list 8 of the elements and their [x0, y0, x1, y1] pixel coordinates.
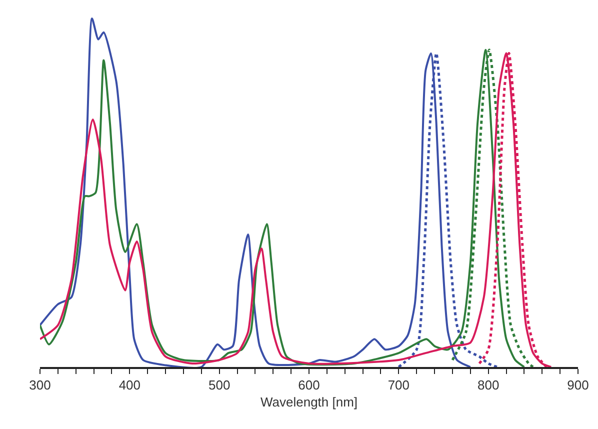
x-tick-label: 400 — [118, 377, 141, 392]
x-tick-label: 900 — [567, 377, 589, 392]
x-axis-title: Wavelength [nm] — [260, 394, 358, 410]
x-tick-label: 600 — [298, 377, 320, 392]
x-tick-label: 800 — [477, 377, 500, 392]
x-tick-label: 300 — [29, 377, 51, 392]
x-tick-label: 500 — [208, 377, 230, 392]
x-tick-label: 700 — [388, 377, 410, 392]
